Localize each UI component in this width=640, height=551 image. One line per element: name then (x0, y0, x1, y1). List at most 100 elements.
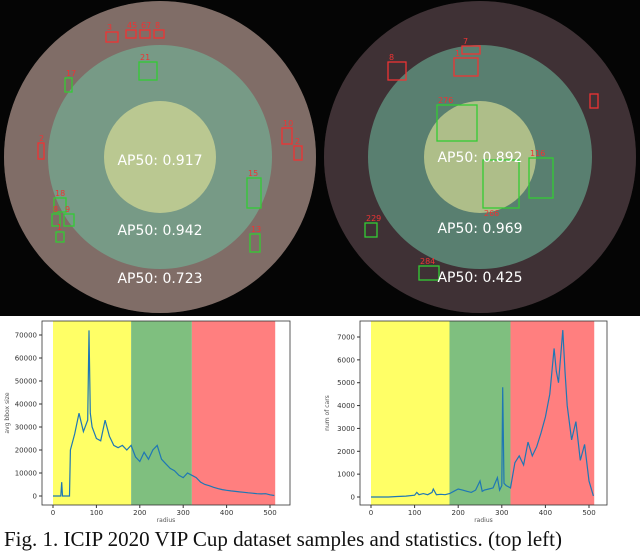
detection-id-label: 10 (283, 119, 293, 128)
detection-id-label: 1 (455, 49, 460, 58)
sample-images: 3 45 67 8 21 17 2 10 2 15 18 8 9 1 13 AP50: 0.917 AP50: … (0, 0, 640, 316)
fisheye-night-image: 8 71 276 266 116 229 284 AP50: 0.892 AP50: 0.969… (324, 1, 636, 313)
y-tick-label: 30000 (15, 424, 37, 432)
inner-zone (104, 101, 216, 213)
detection-id-label: 1 (57, 223, 62, 232)
y-tick-label: 3000 (337, 425, 355, 433)
x-axis-label: radius (157, 517, 176, 524)
x-axis-label: radius (474, 517, 493, 524)
y-tick-label: 60000 (15, 355, 37, 363)
detection-id-label: 9 (65, 205, 70, 214)
x-tick-label: 0 (369, 509, 373, 517)
data-line (371, 330, 594, 498)
detection-box (55, 231, 65, 243)
y-tick-label: 0 (351, 494, 355, 502)
detection-box (418, 265, 440, 281)
detection-box (139, 29, 151, 39)
detection-id-label: 276 (438, 96, 453, 105)
x-tick-label: 400 (539, 509, 552, 517)
ap50-label: AP50: 0.425 (437, 270, 522, 286)
detection-id-label: 13 (251, 225, 261, 234)
x-tick-label: 200 (133, 509, 146, 517)
radius-band (53, 321, 132, 505)
detection-id-label: 116 (530, 149, 545, 158)
x-tick-label: 0 (51, 509, 55, 517)
detection-box (364, 222, 378, 238)
y-tick-label: 10000 (15, 470, 37, 478)
detection-id-label: 15 (248, 169, 258, 178)
y-tick-label: 20000 (15, 447, 37, 455)
y-tick-label: 50000 (15, 378, 37, 386)
ap50-label: AP50: 0.969 (437, 221, 522, 237)
radius-band (191, 321, 276, 505)
inner-zone (424, 101, 536, 213)
detection-id-label: 21 (140, 53, 150, 62)
detection-box (246, 177, 262, 209)
y-axis-label: num of cars (324, 395, 331, 431)
detection-box (249, 233, 261, 253)
detection-box (387, 61, 407, 81)
y-tick-label: 1000 (337, 471, 355, 479)
y-tick-label: 0 (33, 493, 37, 501)
detection-id-label: 17 (66, 69, 76, 78)
y-tick-label: 40000 (15, 401, 37, 409)
plot-frame (41, 320, 291, 506)
detection-box (293, 145, 303, 161)
ap50-label: AP50: 0.892 (437, 150, 522, 166)
detection-id-label: 284 (420, 257, 435, 266)
detection-box (436, 104, 478, 142)
detection-box (453, 57, 479, 77)
detection-id-label: 8 (53, 205, 58, 214)
detection-id-label: 45 (127, 21, 137, 30)
detection-id-label: 8 (389, 53, 394, 62)
radius-band (510, 321, 595, 505)
data-line (53, 330, 275, 497)
x-tick-label: 300 (495, 509, 508, 517)
avg-bbox-size-chart: 0 100 200 300 400 500 0 10000 20000 30000 40000 500… (4, 320, 291, 524)
x-tick-label: 500 (263, 509, 276, 517)
detection-id-label: 2 (295, 137, 300, 146)
detection-id-label: 2 (39, 134, 44, 143)
detection-box (105, 31, 119, 43)
plot-frame (359, 320, 608, 506)
y-tick-label: 2000 (337, 448, 355, 456)
ap50-label: AP50: 0.917 (117, 153, 202, 169)
detection-id-label: 3 (107, 23, 112, 32)
detection-box (53, 197, 67, 213)
x-tick-label: 400 (220, 509, 233, 517)
x-tick-label: 200 (452, 509, 465, 517)
detection-box (482, 159, 520, 209)
radius-band (449, 321, 511, 505)
x-tick-label: 500 (582, 509, 595, 517)
detection-box (63, 213, 75, 227)
detection-box (64, 77, 73, 93)
detection-box (37, 142, 45, 160)
detection-box (51, 213, 61, 227)
x-tick-label: 100 (90, 509, 103, 517)
y-tick-label: 5000 (337, 379, 355, 387)
detection-id-label: 229 (366, 214, 381, 223)
x-tick-label: 100 (408, 509, 421, 517)
y-tick-label: 7000 (337, 334, 355, 342)
detection-box (589, 93, 599, 109)
figure-caption: Fig. 1. ICIP 2020 VIP Cup dataset sample… (4, 527, 563, 551)
y-tick-label: 6000 (337, 356, 355, 364)
y-axis-label: avg bbox size (4, 392, 11, 433)
x-tick-label: 300 (177, 509, 190, 517)
radius-band (131, 321, 192, 505)
detection-box (528, 157, 554, 199)
detection-box (281, 127, 293, 145)
detection-box (461, 45, 481, 55)
detection-id-label: 8 (155, 21, 160, 30)
detection-box (153, 29, 165, 39)
detection-id-label: 266 (484, 209, 499, 218)
y-tick-label: 70000 (15, 332, 37, 340)
detection-box (125, 29, 137, 39)
detection-id-label: 18 (55, 189, 65, 198)
detection-id-label: 67 (141, 21, 151, 30)
radius-band (371, 321, 450, 505)
y-tick-label: 4000 (337, 402, 355, 410)
ap50-label: AP50: 0.723 (117, 271, 202, 287)
ap50-label: AP50: 0.942 (117, 223, 202, 239)
